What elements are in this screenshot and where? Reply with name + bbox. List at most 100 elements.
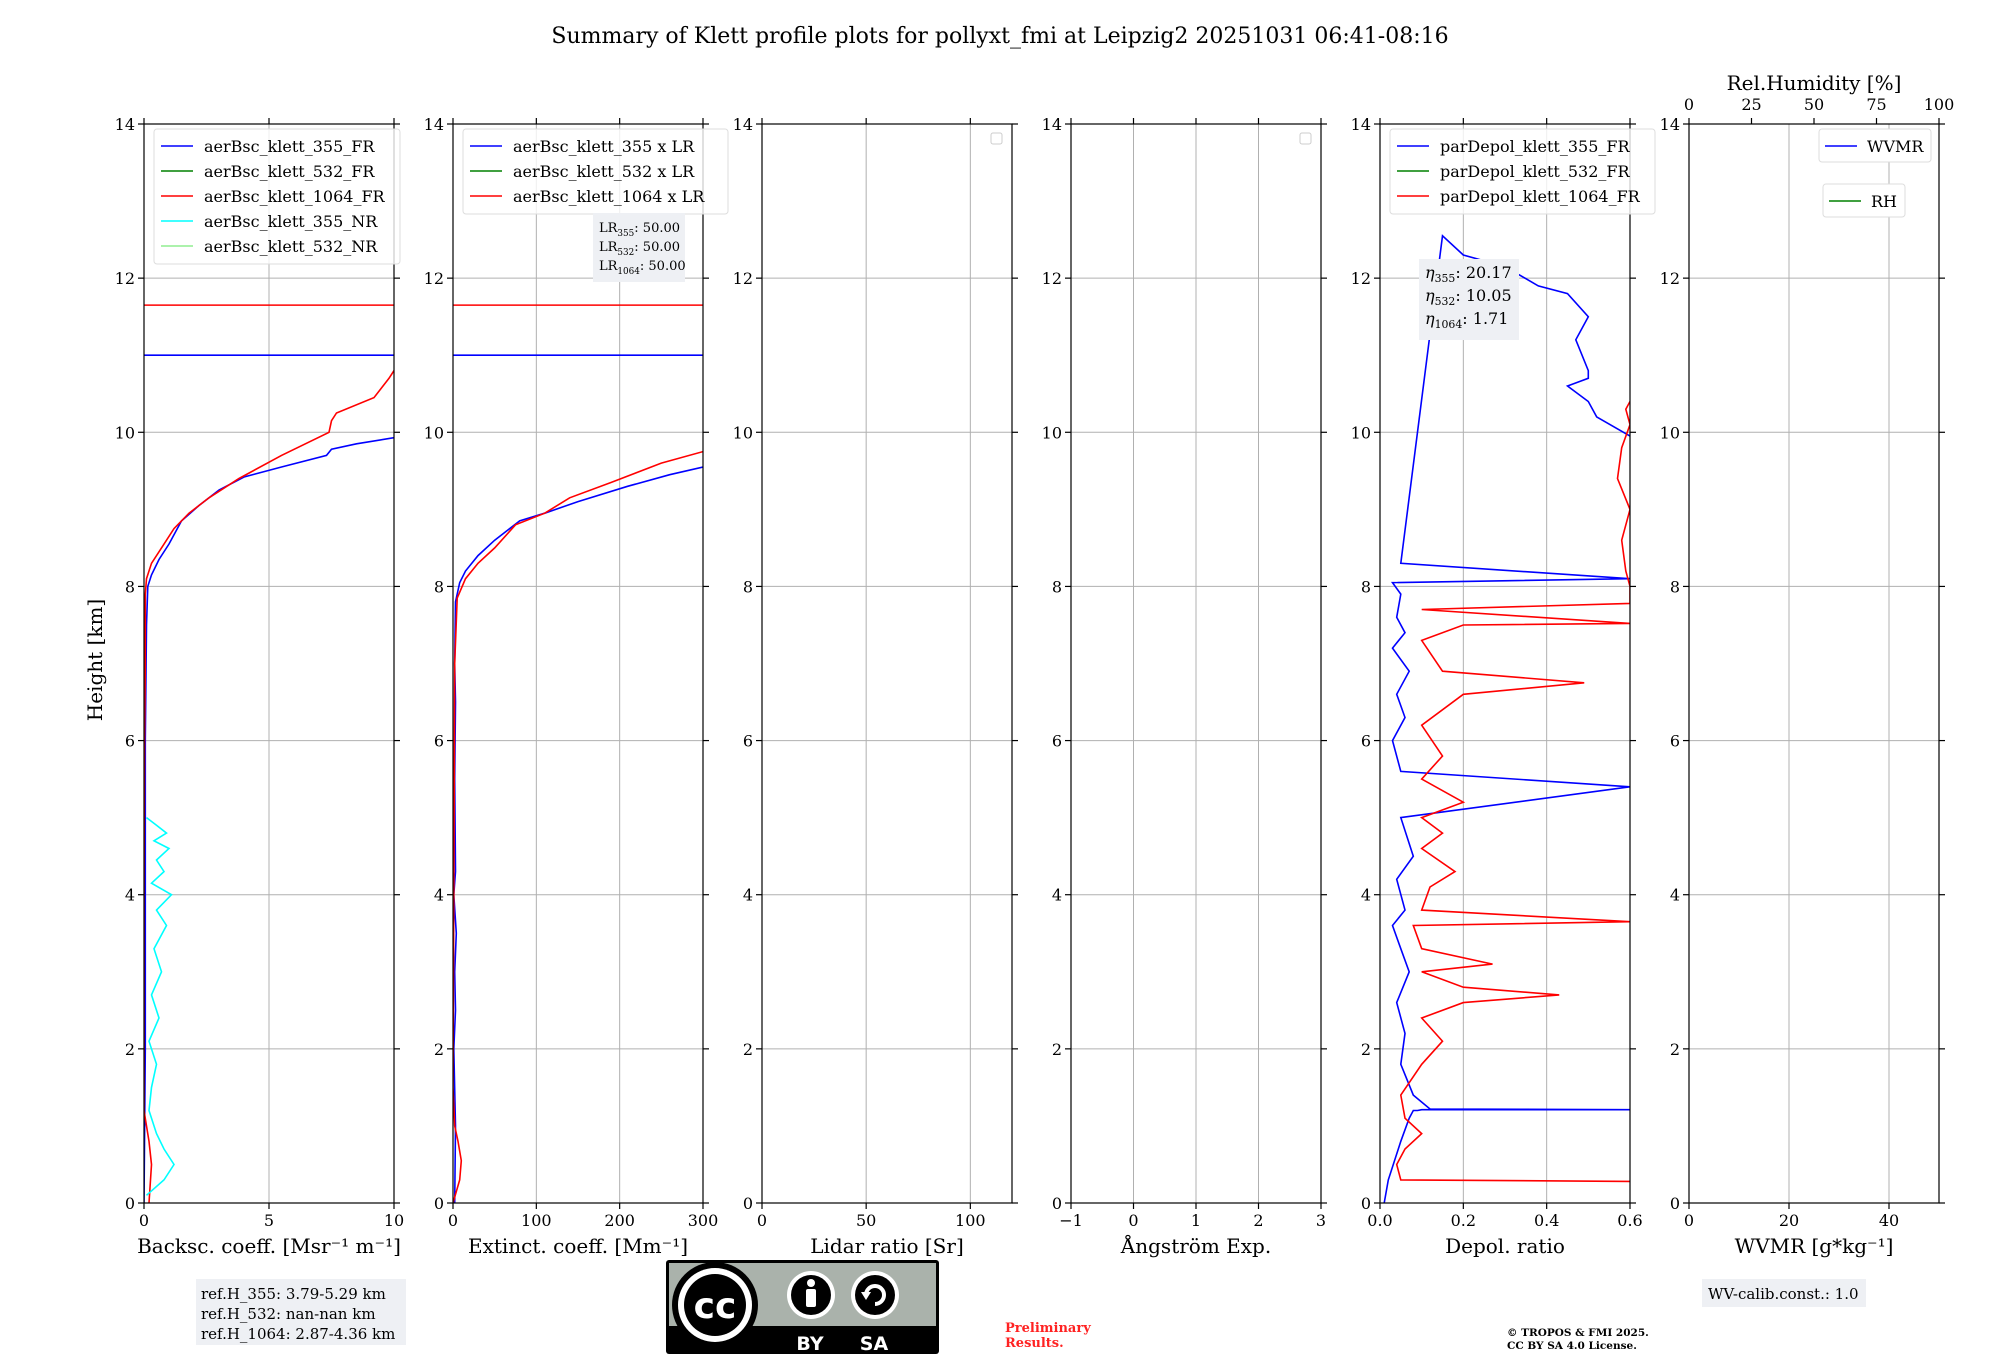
legend: aerBsc_klett_355 x LR aerBsc_klett_532 x … [462, 128, 729, 215]
x-tick-label: 2 [1253, 1211, 1263, 1230]
series-line-aerBsc_klett_1064_FR [144, 370, 394, 1203]
license-line: CC BY SA 4.0 License. [1507, 1340, 1637, 1352]
legend-entry: aerBsc_klett_532_NR [204, 237, 378, 256]
plot-frame [1688, 123, 1940, 1204]
legend-box [1389, 128, 1656, 215]
x-tick-label: 5 [264, 1211, 274, 1230]
y-tick-label: 4 [125, 886, 135, 905]
y-axis-label: Height [km] [83, 599, 107, 721]
x-axis-label: Backsc. coeff. [Msr⁻¹ m⁻¹] [137, 1234, 401, 1258]
empty-legend-box [1299, 132, 1312, 145]
y-tick-label: 8 [743, 577, 753, 596]
annotation-line: LR1064: 50.00 [599, 259, 686, 277]
x-tick-label: 0.0 [1367, 1211, 1392, 1230]
x-axis-label: WVMR [g*kg⁻¹] [1735, 1234, 1894, 1258]
figure-title: Summary of Klett profile plots for polly… [551, 24, 1448, 49]
wv-calib-text: WV-calib.const.: 1.0 [1708, 1285, 1859, 1303]
y-tick-label: 0 [125, 1194, 135, 1213]
top-tick-label: 25 [1741, 95, 1761, 114]
top-tick-label: 50 [1804, 95, 1824, 114]
y-tick-label: 6 [1052, 732, 1062, 751]
plot-frame [1379, 123, 1631, 1204]
top-axis-label: Rel.Humidity [%] [1727, 71, 1902, 95]
series-line-aerBsc_klett_355_NR [145, 816, 175, 1196]
y-tick-label: 4 [434, 886, 444, 905]
ref-height-1064: ref.H_1064: 2.87-4.36 km [201, 1325, 395, 1343]
y-tick-label: 8 [1670, 577, 1680, 596]
x-axis-label: Depol. ratio [1445, 1234, 1565, 1258]
x-tick-label: 100 [521, 1211, 552, 1230]
y-tick-label: 0 [1052, 1194, 1062, 1213]
y-tick-label: 6 [1670, 732, 1680, 751]
y-tick-label: 10 [733, 423, 753, 442]
x-tick-label: 0 [448, 1211, 458, 1230]
y-tick-label: 6 [1361, 732, 1371, 751]
empty-legend-box [990, 132, 1003, 145]
annotation-line: η1064: 1.71 [1425, 309, 1508, 331]
annotation-background [1419, 259, 1519, 340]
legend: WVMR RH [1818, 128, 1932, 218]
ref-heights-background [196, 1279, 406, 1345]
top-tick-label: 75 [1866, 95, 1886, 114]
x-tick-label: 0 [757, 1211, 767, 1230]
y-tick-label: 14 [1660, 115, 1680, 134]
x-tick-label: 200 [604, 1211, 635, 1230]
y-tick-label: 4 [1361, 886, 1371, 905]
panel-backscatter: 0 5 10 0 2 4 6 8 10 12 14 Backsc. coeff. [Msr⁻¹ m⁻¹… [115, 115, 405, 1258]
x-tick-label: 10 [384, 1211, 404, 1230]
legend-entry: WVMR [1867, 137, 1924, 156]
panel-wvmr: 0 20 40 0 2 4 6 8 10 12 14 WVMR [g*kg⁻¹] 0 25 50 75 100 R… [1660, 71, 1955, 1258]
x-axis-label: Ångström Exp. [1120, 1233, 1271, 1258]
y-tick-label: 8 [1361, 577, 1371, 596]
annotation-line: LR355: 50.00 [599, 221, 680, 239]
y-tick-label: 12 [1351, 269, 1371, 288]
svg-text:cc: cc [694, 1286, 737, 1327]
series-group [453, 304, 703, 1203]
y-tick-label: 0 [434, 1194, 444, 1213]
series-line-parDepol_klett_1064_FR [1395, 401, 1630, 1183]
y-tick-label: 2 [743, 1040, 753, 1059]
legend-entry: aerBsc_klett_1064 x LR [513, 187, 705, 206]
legend-box [1818, 128, 1932, 163]
x-tick-label: 0.6 [1617, 1211, 1642, 1230]
panel-lidar_ratio: 0 50 100 0 2 4 6 8 10 12 14 Lidar ratio [Sr] [733, 115, 1018, 1258]
annotation-line: LR532: 50.00 [599, 240, 680, 258]
legend-entry: parDepol_klett_355_FR [1440, 137, 1631, 156]
y-tick-label: 2 [1670, 1040, 1680, 1059]
ref-heights-box: ref.H_355: 3.79-5.29 km ref.H_532: nan-n… [196, 1279, 406, 1345]
legend: parDepol_klett_355_FR parDepol_klett_532_… [1389, 128, 1656, 215]
y-tick-label: 2 [125, 1040, 135, 1059]
panel-depol: 0.0 0.2 0.4 0.6 0 2 4 6 8 10 12 14 Depol. ratio parDe… [1351, 115, 1656, 1258]
series-line-parDepol_klett_355_FR [1383, 234, 1630, 1203]
y-tick-label: 4 [1670, 886, 1680, 905]
x-tick-label: 300 [688, 1211, 719, 1230]
ref-height-355: ref.H_355: 3.79-5.29 km [201, 1285, 386, 1303]
preliminary-label: Preliminary [1005, 1321, 1091, 1336]
legend-box [1822, 183, 1906, 218]
x-tick-label: 0.2 [1451, 1211, 1476, 1230]
x-tick-label: 0.4 [1534, 1211, 1559, 1230]
plot-frame [452, 123, 704, 1204]
y-tick-label: 12 [733, 269, 753, 288]
legend-entry: aerBsc_klett_532_FR [204, 162, 375, 181]
y-tick-label: 4 [1052, 886, 1062, 905]
y-tick-label: 4 [743, 886, 753, 905]
copyright-line: © TROPOS & FMI 2025. [1507, 1327, 1649, 1339]
x-tick-label: 0 [1128, 1211, 1138, 1230]
y-tick-label: 12 [1660, 269, 1680, 288]
y-tick-label: 10 [424, 423, 444, 442]
annotation-background [593, 213, 685, 282]
results-label: Results. [1005, 1336, 1064, 1351]
x-tick-label: 0 [139, 1211, 149, 1230]
y-tick-label: 0 [743, 1194, 753, 1213]
legend-box [153, 128, 401, 265]
ref-height-532: ref.H_532: nan-nan km [201, 1305, 376, 1323]
y-tick-label: 12 [1042, 269, 1062, 288]
y-tick-label: 12 [424, 269, 444, 288]
y-tick-label: 2 [1052, 1040, 1062, 1059]
y-tick-label: 10 [1660, 423, 1680, 442]
